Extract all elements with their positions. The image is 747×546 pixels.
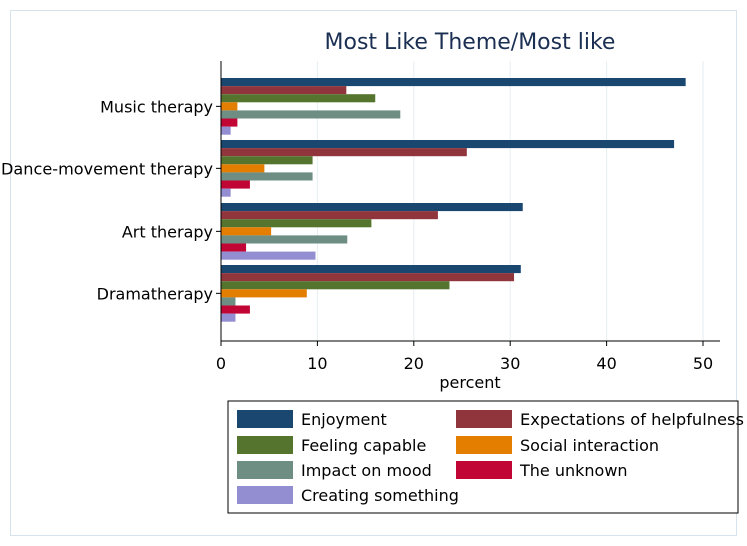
bar	[221, 251, 316, 260]
bar	[221, 148, 467, 157]
bar	[221, 203, 523, 212]
bars	[221, 78, 686, 322]
bar	[221, 211, 438, 220]
x-tick-label: 20	[404, 354, 424, 373]
bar	[221, 78, 686, 87]
x-tick-labels: 0 10 20 30 40 50	[216, 354, 713, 373]
bar	[221, 265, 521, 274]
bar	[221, 110, 401, 119]
chart-title: Most Like Theme/Most like	[325, 30, 616, 55]
legend-key	[237, 410, 293, 428]
legend-key	[237, 461, 293, 479]
category-label: Music therapy	[100, 97, 213, 116]
bar	[221, 188, 231, 197]
x-tick-label: 30	[500, 354, 520, 373]
bar	[221, 140, 675, 149]
legend: Enjoyment Expectations of helpfulness Feel…	[227, 400, 744, 514]
bar	[221, 227, 272, 236]
bar	[221, 156, 313, 165]
x-tick-label: 50	[693, 354, 713, 373]
bar	[221, 281, 450, 290]
gridlines	[316, 61, 704, 341]
axes	[216, 61, 720, 346]
legend-label: Expectations of helpfulness	[520, 410, 744, 429]
legend-label: Impact on mood	[301, 461, 432, 480]
bar	[221, 305, 250, 314]
legend-key	[237, 486, 293, 504]
bar	[221, 289, 307, 298]
legend-label: Enjoyment	[301, 410, 387, 429]
category-label: Dance-movement therapy	[1, 159, 213, 178]
bar	[221, 172, 313, 181]
category-labels: Music therapy Dance-movement therapy Art t…	[1, 97, 213, 303]
bar	[221, 94, 376, 103]
legend-key	[456, 461, 512, 479]
bar	[221, 313, 236, 322]
bar	[221, 102, 238, 111]
bar	[221, 243, 247, 252]
bar	[221, 164, 265, 173]
category-label: Dramatherapy	[97, 284, 213, 303]
bar	[221, 126, 231, 135]
legend-label: Creating something	[301, 486, 459, 505]
bar	[221, 219, 372, 228]
legend-key	[456, 410, 512, 428]
legend-label: The unknown	[519, 461, 628, 480]
bar	[221, 180, 250, 189]
x-tick-label: 10	[307, 354, 327, 373]
bar	[221, 86, 347, 95]
bar	[221, 273, 515, 282]
category-label: Art therapy	[122, 222, 213, 241]
legend-label: Feeling capable	[301, 436, 426, 455]
bar	[221, 118, 238, 127]
legend-label: Social interaction	[520, 436, 659, 455]
x-tick-label: 40	[596, 354, 616, 373]
x-axis-label: percent	[439, 373, 500, 392]
legend-key	[237, 436, 293, 454]
x-tick-label: 0	[216, 354, 226, 373]
bar	[221, 235, 348, 244]
bar	[221, 297, 236, 306]
legend-key	[456, 436, 512, 454]
